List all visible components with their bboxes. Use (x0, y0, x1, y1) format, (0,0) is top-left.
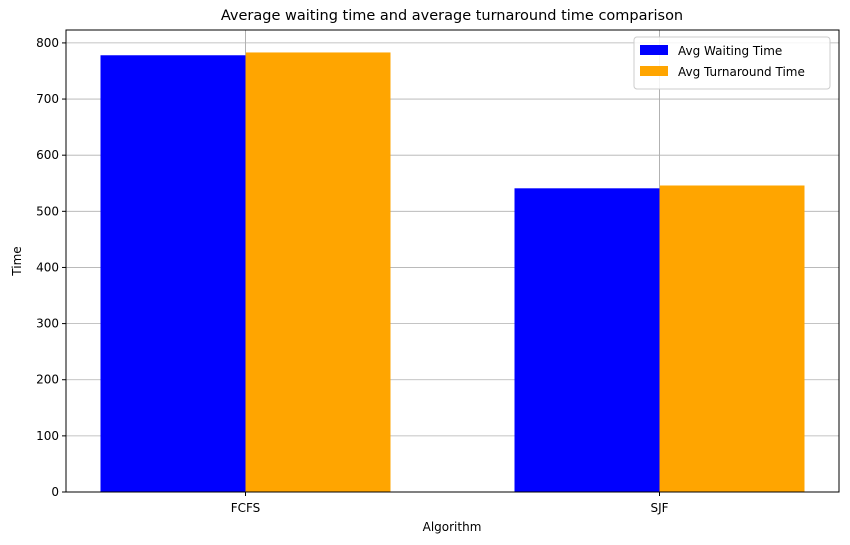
bar-sjf-avg-waiting-time (514, 188, 660, 492)
x-axis-ticks: FCFS SJF (231, 492, 669, 515)
y-axis-ticks: 0 100 200 300 400 500 600 700 800 (36, 36, 66, 499)
y-tick-label: 0 (51, 485, 59, 499)
y-axis-label: Time (10, 246, 24, 276)
legend-label: Avg Turnaround Time (678, 65, 805, 79)
y-tick-label: 700 (36, 92, 59, 106)
y-tick-label: 600 (36, 148, 59, 162)
y-tick-label: 100 (36, 429, 59, 443)
y-tick-label: 300 (36, 317, 59, 331)
y-tick-label: 500 (36, 204, 59, 218)
y-tick-label: 400 (36, 260, 59, 274)
legend: Avg Waiting Time Avg Turnaround Time (633, 36, 831, 90)
bar-sjf-avg-turnaround-time (659, 185, 805, 493)
x-tick-label: SJF (650, 501, 668, 515)
chart-title: Average waiting time and average turnaro… (221, 8, 683, 24)
y-tick-label: 800 (36, 36, 59, 50)
y-tick-label: 200 (36, 373, 59, 387)
legend-swatch (640, 66, 668, 76)
x-axis-label: Algorithm (423, 520, 482, 534)
bar-fcfs-avg-turnaround-time (245, 52, 391, 492)
bar-fcfs-avg-waiting-time (100, 55, 246, 493)
legend-box (633, 36, 831, 90)
bars (100, 30, 805, 493)
x-tick-label: FCFS (231, 501, 261, 515)
legend-label: Avg Waiting Time (678, 44, 782, 58)
legend-swatch (640, 45, 668, 55)
plot-frame (65, 29, 840, 493)
